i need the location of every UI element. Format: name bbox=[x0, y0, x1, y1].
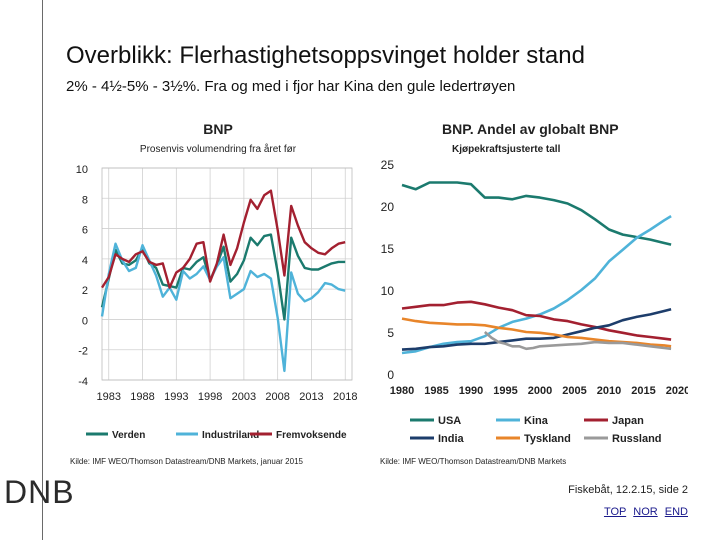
chart-source: Kilde: IMF WEO/Thomson Datastream/DNB Ma… bbox=[380, 457, 566, 466]
plot-frame bbox=[101, 167, 353, 381]
nav-links: TOP NOR END bbox=[600, 506, 688, 518]
dnb-logo: DNB bbox=[4, 474, 75, 510]
x-tick-label: 1988 bbox=[130, 391, 154, 403]
series-line-usa bbox=[401, 181, 672, 246]
y-tick-label: -4 bbox=[78, 376, 88, 388]
y-tick-label: 25 bbox=[381, 158, 395, 172]
left-vertical-rule bbox=[42, 0, 43, 540]
chart-title: BNP bbox=[203, 121, 233, 137]
chart-gdp-growth: BNP Prosenvis volumendring fra året før … bbox=[70, 121, 357, 466]
legend-label-fremvoksende: Fremvoksende bbox=[276, 430, 347, 441]
chart-gdp-share: BNP. Andel av globalt BNP Kjøpekraftsjus… bbox=[380, 121, 690, 466]
x-tick-label: 2018 bbox=[333, 391, 357, 403]
x-tick-label: 2005 bbox=[562, 385, 586, 397]
y-tick-label: 6 bbox=[82, 225, 88, 237]
y-tick-label: 0 bbox=[82, 315, 88, 327]
x-tick-label: 1990 bbox=[459, 385, 483, 397]
series-line-kina bbox=[401, 214, 672, 355]
chart-title: BNP. Andel av globalt BNP bbox=[442, 121, 619, 137]
x-tick-label: 2010 bbox=[597, 385, 621, 397]
chart-panel-gdp-share: BNP. Andel av globalt BNP Kjøpekraftsjus… bbox=[378, 108, 690, 470]
y-tick-label: 0 bbox=[387, 368, 394, 382]
slide-title: Overblikk: Flerhastighetsoppsvinget hold… bbox=[66, 42, 585, 69]
series-line-japan bbox=[401, 300, 672, 341]
x-tick-label: 1993 bbox=[164, 391, 188, 403]
legend-label-japan: Japan bbox=[612, 415, 644, 427]
x-tick-label: 2008 bbox=[265, 391, 289, 403]
y-tick-label: 2 bbox=[82, 285, 88, 297]
legend-label-verden: Verden bbox=[112, 430, 145, 441]
legend-label-industriland: Industriland bbox=[202, 430, 259, 441]
x-tick-label: 2000 bbox=[528, 385, 552, 397]
nav-link-end[interactable]: END bbox=[664, 506, 688, 518]
chart-subtitle: Prosenvis volumendring fra året før bbox=[140, 143, 297, 155]
y-tick-label: 5 bbox=[387, 326, 394, 340]
legend-label-usa: USA bbox=[438, 415, 461, 427]
series-line-india bbox=[401, 308, 672, 351]
y-tick-label: 10 bbox=[76, 164, 88, 176]
series-line-tyskland bbox=[401, 317, 672, 348]
legend-label-india: India bbox=[438, 433, 465, 445]
nav-link-nor[interactable]: NOR bbox=[633, 506, 658, 518]
chart-source: Kilde: IMF WEO/Thomson Datastream/DNB Ma… bbox=[70, 457, 304, 466]
chart-panel-gdp-growth: BNP Prosenvis volumendring fra året før … bbox=[68, 108, 372, 470]
x-tick-label: 2020 bbox=[666, 385, 688, 397]
series-line-russland bbox=[483, 331, 672, 351]
legend-label-tyskland: Tyskland bbox=[524, 433, 571, 445]
y-tick-label: 10 bbox=[381, 284, 395, 298]
legend-label-russland: Russland bbox=[612, 433, 662, 445]
x-tick-label: 1980 bbox=[390, 385, 414, 397]
slide-subtitle: 2% - 4½-5% - 3½%. Fra og med i fjor har … bbox=[66, 78, 516, 95]
x-tick-label: 2015 bbox=[631, 385, 655, 397]
x-tick-label: 2013 bbox=[299, 391, 323, 403]
y-tick-label: 20 bbox=[381, 200, 395, 214]
legend-label-kina: Kina bbox=[524, 415, 549, 427]
x-tick-label: 2003 bbox=[232, 391, 256, 403]
x-tick-label: 1985 bbox=[424, 385, 448, 397]
series-line-fremvoksende bbox=[100, 189, 346, 289]
y-tick-label: 15 bbox=[381, 242, 395, 256]
series-line-industriland bbox=[100, 242, 346, 373]
chart-subtitle: Kjøpekraftsjusterte tall bbox=[452, 144, 561, 155]
x-tick-label: 1998 bbox=[198, 391, 222, 403]
y-tick-label: 4 bbox=[82, 255, 88, 267]
y-tick-label: -2 bbox=[78, 346, 88, 358]
x-tick-label: 1983 bbox=[97, 391, 121, 403]
nav-link-top[interactable]: TOP bbox=[603, 506, 627, 518]
footer-text: Fiskebåt, 12.2.15, side 2 bbox=[568, 484, 688, 496]
y-tick-label: 8 bbox=[82, 194, 88, 206]
x-tick-label: 1995 bbox=[493, 385, 517, 397]
